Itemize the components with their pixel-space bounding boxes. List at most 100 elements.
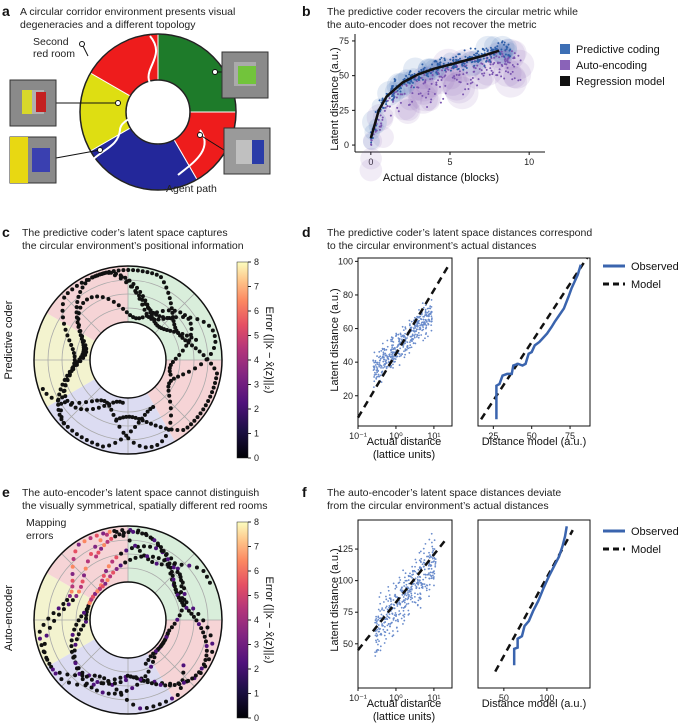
- autoencoding-point: [506, 60, 509, 63]
- observed-point: [402, 346, 405, 348]
- observed-point: [376, 622, 378, 625]
- latent-sample-dot: [107, 403, 112, 408]
- inner-border: [89, 321, 167, 399]
- latent-sample-dot: [133, 555, 138, 560]
- autoencoding-point: [469, 82, 472, 85]
- latent-sample-dot: [167, 365, 172, 370]
- predictive-point: [433, 60, 436, 63]
- latent-sample-dot: [175, 617, 180, 622]
- observed-point: [434, 558, 437, 561]
- observed-point: [409, 344, 412, 347]
- observed-point: [422, 326, 425, 328]
- latent-sample-dot: [80, 677, 85, 682]
- observed-point: [392, 618, 395, 621]
- observed-point: [422, 318, 425, 321]
- latent-sample-dot: [101, 681, 106, 686]
- observed-point: [393, 617, 395, 619]
- y-axis-label: Latent distance (a.u.): [329, 288, 341, 391]
- observed-point: [391, 621, 393, 624]
- observed-point: [379, 592, 382, 594]
- latent-sample-dot: [179, 590, 184, 595]
- observed-point: [417, 331, 420, 334]
- observed-point: [416, 578, 419, 581]
- latent-sample-dot: [66, 602, 71, 607]
- predictive-point: [427, 75, 430, 78]
- observed-point: [424, 314, 426, 317]
- latent-sample-dot: [82, 610, 87, 615]
- density-blob-autoencoding: [503, 65, 526, 89]
- observed-point: [377, 618, 380, 621]
- latent-sample-dot: [56, 407, 61, 412]
- latent-sample-dot: [93, 591, 98, 596]
- latent-sample-dot: [111, 400, 116, 405]
- x-tick-label: 10¹: [427, 693, 440, 703]
- predictive-point: [408, 71, 411, 74]
- predictive-point: [486, 56, 489, 59]
- y-tick-label: 75: [343, 607, 353, 617]
- observed-point: [401, 353, 404, 356]
- observed-point: [376, 628, 379, 631]
- observed-point: [428, 567, 431, 570]
- latent-sample-dot: [172, 621, 177, 626]
- latent-sample-dot: [180, 331, 185, 336]
- predictive-point: [489, 60, 492, 63]
- observed-point: [414, 592, 416, 595]
- latent-sample-dot: [193, 346, 198, 351]
- predictive-point: [393, 80, 396, 83]
- observed-point: [405, 579, 408, 582]
- observed-point: [420, 323, 423, 326]
- panel-title-line-1: The predictive coder recovers the circul…: [327, 6, 578, 18]
- observed-point: [398, 353, 401, 356]
- latent-sample-dot: [128, 429, 133, 434]
- predictive-point: [509, 55, 512, 58]
- observed-point: [432, 547, 434, 550]
- predictive-point: [405, 75, 408, 78]
- autoencoding-point: [431, 73, 434, 76]
- latent-sample-dot: [118, 437, 123, 442]
- observed-point: [428, 588, 431, 591]
- predictive-point: [503, 41, 506, 44]
- observed-point: [391, 346, 394, 349]
- observed-point: [397, 620, 399, 622]
- latent-sample-dot: [70, 366, 75, 371]
- density-blob-autoencoding: [366, 103, 394, 131]
- autoencoding-point: [492, 63, 495, 66]
- observed-point: [424, 542, 427, 545]
- predictive-point: [440, 56, 443, 59]
- observed-point: [387, 585, 390, 588]
- room-view-yellow-red: [9, 79, 57, 127]
- observed-point: [373, 380, 376, 383]
- observed-point: [376, 375, 379, 378]
- latent-sample-dot: [65, 424, 70, 429]
- observed-point: [395, 586, 398, 589]
- latent-sample-dot: [76, 666, 81, 671]
- observed-point: [391, 613, 394, 615]
- latent-sample-dot: [124, 688, 129, 693]
- x-tick-label: 50: [499, 693, 509, 703]
- observed-point: [376, 620, 378, 622]
- latent-sample-dot: [108, 574, 113, 579]
- latent-sample-dot: [113, 271, 118, 276]
- latent-sample-dot: [130, 415, 135, 420]
- observed-point: [413, 327, 415, 329]
- latent-sample-dot: [143, 445, 148, 450]
- latent-sample-dot: [172, 329, 177, 334]
- predictive-point: [398, 87, 401, 90]
- latent-sample-dot: [112, 691, 117, 696]
- observed-point: [401, 335, 403, 338]
- observed-point: [381, 347, 384, 350]
- latent-sample-dot: [143, 674, 148, 679]
- observed-point: [393, 614, 396, 617]
- autoencoding-point: [498, 56, 501, 59]
- observed-point: [398, 355, 401, 358]
- observed-point: [422, 547, 425, 550]
- latent-sample-dot: [187, 563, 192, 568]
- latent-sample-dot: [74, 315, 79, 320]
- autoencoding-point: [420, 76, 423, 79]
- observed-point: [397, 352, 400, 355]
- latent-sample-dot: [100, 295, 105, 300]
- autoencoding-point: [451, 76, 454, 79]
- leader-line: [55, 149, 101, 159]
- latent-sample-dot: [90, 440, 95, 445]
- latent-sample-dot: [121, 530, 126, 535]
